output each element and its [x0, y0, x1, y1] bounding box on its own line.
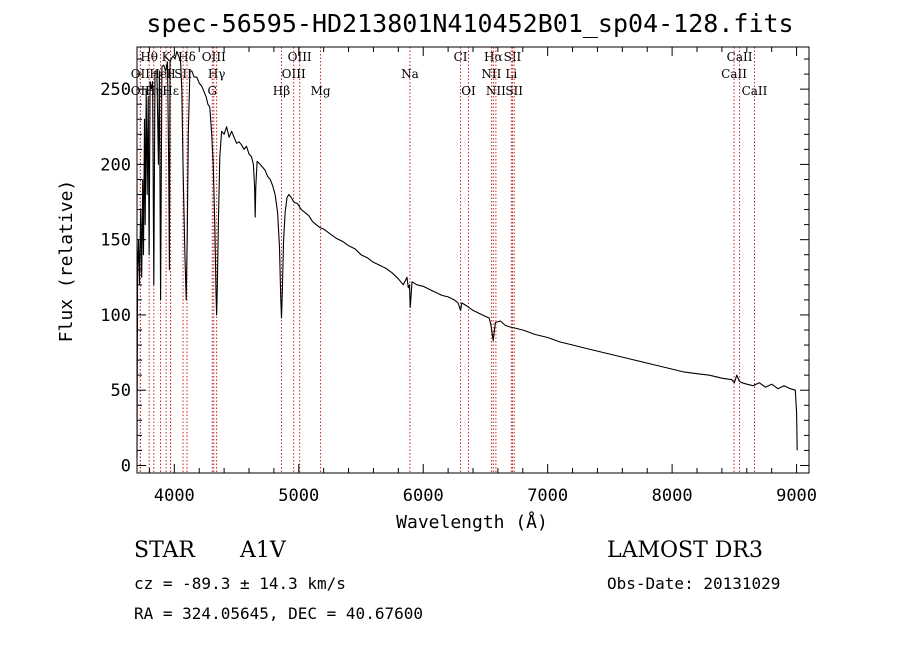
x-tick-label-1: 5000	[278, 486, 319, 506]
line-marker-label-21: Hε	[162, 84, 179, 98]
line-marker-label-24: Mg	[311, 84, 331, 98]
line-marker-label-3: OIII	[202, 50, 226, 64]
line-marker-label-27: SII	[505, 84, 523, 98]
line-marker-label-14: OIII	[282, 67, 306, 81]
line-marker-label-12: SII	[174, 67, 192, 81]
x-axis-label: Wavelength (Å)	[396, 511, 548, 533]
line-marker-label-22: G	[207, 84, 217, 98]
line-marker-label-15: Na	[401, 67, 419, 81]
y-tick-label-0: 0	[121, 456, 131, 476]
y-axis-label: Flux (relative)	[56, 180, 77, 343]
redshift-velocity: cz = -89.3 ± 14.3 km/s	[134, 574, 346, 593]
object-subclass: A1V	[240, 538, 286, 563]
line-marker-label-8: CaII	[727, 50, 753, 64]
y-tick-label-1: 50	[111, 381, 131, 401]
line-marker-label-16: NII	[481, 67, 501, 81]
line-marker-label-4: OIII	[288, 50, 312, 64]
line-marker-label-28: CaII	[742, 84, 768, 98]
y-tick-label-3: 150	[100, 231, 131, 251]
plot-frame	[136, 46, 810, 474]
x-tick-label-4: 8000	[652, 486, 693, 506]
observation-date: Obs-Date: 20131029	[607, 574, 781, 593]
x-tick-label-2: 6000	[403, 486, 444, 506]
series-layer	[136, 50, 798, 458]
line-marker-label-17: Li	[505, 67, 517, 81]
line-marker-label-25: OI	[461, 84, 476, 98]
line-marker-label-18: CaII	[721, 67, 747, 81]
y-tick-label-4: 200	[100, 155, 131, 175]
chart-title: spec-56595-HD213801N410452B01_sp04-128.f…	[146, 9, 793, 38]
sky-coordinates: RA = 324.05645, DEC = 40.67600	[134, 604, 423, 623]
object-class: STAR	[134, 538, 195, 563]
line-marker-label-26: NII	[486, 84, 506, 98]
line-marker-label-5: CI	[454, 50, 468, 64]
line-marker-label-6: Hα	[484, 50, 503, 64]
line-marker-label-0: Hθ	[140, 50, 158, 64]
y-tick-label-5: 250	[100, 80, 131, 100]
y-tick-label-2: 100	[100, 306, 131, 326]
x-tick-label-3: 7000	[527, 486, 568, 506]
x-tick-label-5: 9000	[776, 486, 817, 506]
line-marker-label-20: Hη	[145, 84, 163, 98]
line-marker-label-23: Hβ	[273, 84, 290, 98]
line-marker-label-1: K	[162, 50, 172, 64]
x-tick-label-0: 4000	[154, 486, 195, 506]
line-marker-label-13: Hγ	[208, 67, 226, 81]
line-marker-label-19: OII	[131, 84, 151, 98]
line-marker-label-2: Hδ	[178, 50, 196, 64]
survey-name: LAMOST DR3	[607, 538, 763, 563]
axis-ticks: 4000 5000 6000 7000 8000 9000 0 50 100 150 200 250	[100, 47, 817, 506]
series-line-0	[136, 50, 798, 458]
line-marker-label-7: SII	[504, 50, 522, 64]
line-markers: HθKHδOIIIOIIICIHαSIICaIIOIIHeIHSIIHγOIII…	[131, 47, 768, 473]
